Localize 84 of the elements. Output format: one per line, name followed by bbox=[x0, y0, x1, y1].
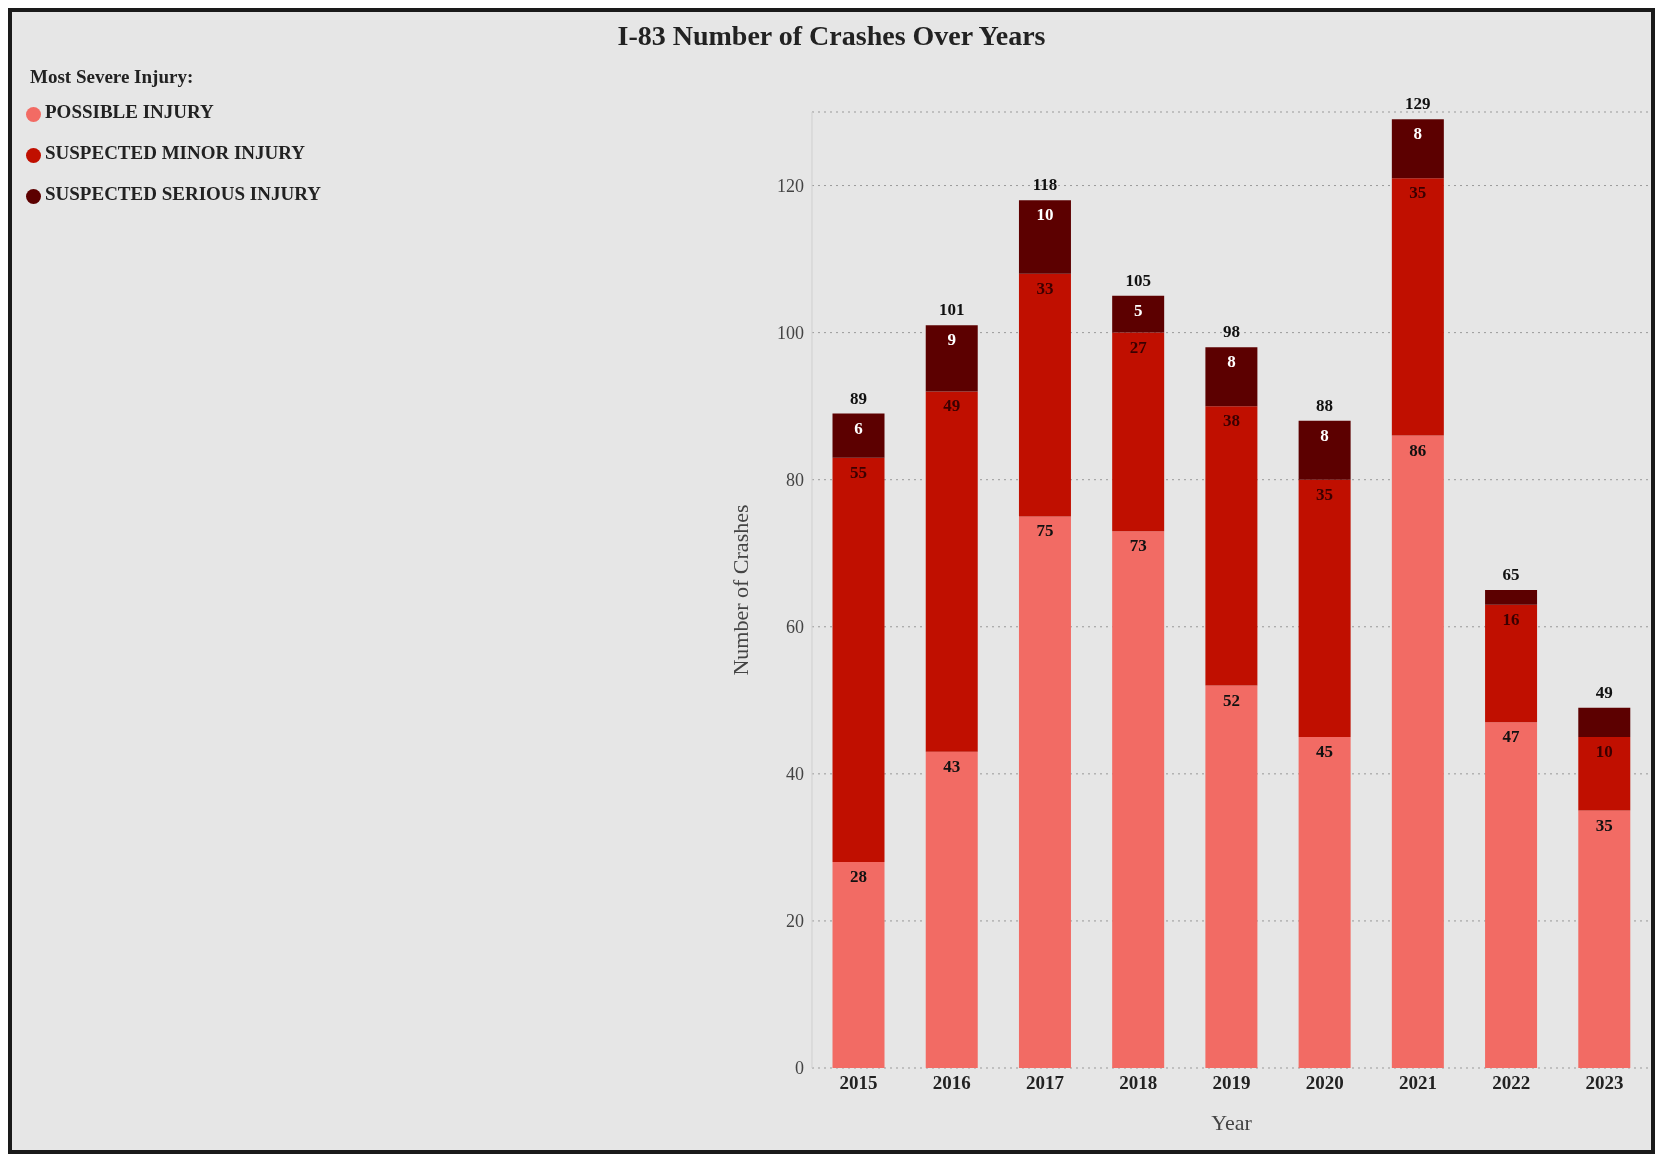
y-tick-label: 0 bbox=[795, 1058, 804, 1079]
bar bbox=[1298, 420, 1351, 480]
total-label: 89 bbox=[850, 388, 868, 408]
bar bbox=[1578, 707, 1631, 738]
legend-title: Most Severe Injury: bbox=[30, 66, 194, 88]
x-tick-label: 2023 bbox=[1585, 1072, 1624, 1094]
bar bbox=[925, 751, 978, 1068]
total-label: 49 bbox=[1595, 682, 1613, 702]
data-label: 8 bbox=[1227, 352, 1236, 372]
bar bbox=[832, 862, 885, 1068]
x-tick-label: 2018 bbox=[1119, 1072, 1158, 1094]
data-label: 43 bbox=[943, 756, 961, 776]
data-label: 5 bbox=[1133, 300, 1143, 320]
bar bbox=[1205, 685, 1258, 1068]
data-label: 47 bbox=[1502, 727, 1521, 747]
bar bbox=[1018, 516, 1071, 1068]
total-label: 105 bbox=[1125, 270, 1151, 290]
y-tick-label: 100 bbox=[777, 323, 804, 344]
data-label: 38 bbox=[1222, 411, 1240, 431]
data-label: 52 bbox=[1222, 690, 1240, 710]
data-label: 16 bbox=[1502, 609, 1520, 629]
total-label: 65 bbox=[1502, 565, 1520, 584]
x-tick-label: 2015 bbox=[839, 1072, 878, 1094]
bar bbox=[1578, 810, 1631, 1068]
bar bbox=[1485, 722, 1538, 1068]
y-tick-label: 80 bbox=[786, 470, 804, 491]
bar bbox=[1205, 347, 1258, 407]
bar bbox=[1391, 119, 1444, 179]
bar bbox=[1112, 531, 1165, 1068]
bar bbox=[1391, 178, 1444, 436]
bar bbox=[1298, 737, 1351, 1068]
bar bbox=[1018, 273, 1071, 517]
data-label: 9 bbox=[947, 330, 956, 350]
data-label: 8 bbox=[1320, 425, 1329, 445]
bar bbox=[1112, 332, 1165, 532]
x-tick-label: 2021 bbox=[1398, 1072, 1437, 1094]
bar bbox=[1485, 604, 1538, 723]
data-label: 35 bbox=[1595, 815, 1613, 835]
x-axis-title: Year bbox=[1211, 1110, 1253, 1135]
bar bbox=[1485, 590, 1538, 605]
data-label: 10 bbox=[1595, 742, 1613, 762]
x-tick-label: 2017 bbox=[1026, 1072, 1065, 1094]
total-label: 88 bbox=[1316, 395, 1334, 415]
y-axis-title: Number of Crashes bbox=[727, 504, 753, 676]
total-label: 98 bbox=[1222, 322, 1240, 342]
legend-label: SUSPECTED SERIOUS INJURY bbox=[45, 183, 321, 204]
bar bbox=[1298, 479, 1351, 738]
y-tick-label: 40 bbox=[786, 764, 804, 785]
data-label: 35 bbox=[1316, 484, 1334, 504]
data-label: 86 bbox=[1409, 440, 1427, 460]
bar bbox=[1578, 737, 1631, 811]
total-label: 101 bbox=[938, 300, 965, 320]
data-label: 45 bbox=[1316, 742, 1334, 762]
bar bbox=[832, 457, 885, 863]
legend-label: POSSIBLE INJURY bbox=[45, 101, 214, 122]
chart-title: I-83 Number of Crashes Over Years bbox=[616, 20, 1047, 52]
bar bbox=[1112, 295, 1165, 333]
data-label: 73 bbox=[1129, 536, 1147, 556]
y-tick-label: 120 bbox=[777, 175, 804, 196]
data-label: 35 bbox=[1409, 183, 1427, 203]
data-label: 28 bbox=[850, 867, 868, 887]
total-label: 118 bbox=[1032, 175, 1058, 195]
data-label: 55 bbox=[850, 462, 868, 482]
x-tick-label: 2020 bbox=[1305, 1072, 1344, 1094]
data-label: 49 bbox=[943, 396, 961, 416]
data-label: 8 bbox=[1413, 124, 1423, 144]
data-label: 33 bbox=[1036, 278, 1054, 298]
bar bbox=[832, 413, 885, 458]
y-tick-label: 20 bbox=[786, 911, 804, 932]
data-label: 27 bbox=[1129, 337, 1148, 357]
bar bbox=[925, 391, 978, 752]
bar bbox=[1018, 200, 1071, 274]
x-tick-label: 2019 bbox=[1212, 1072, 1251, 1094]
bar bbox=[925, 325, 978, 392]
y-tick-label: 60 bbox=[786, 617, 804, 638]
x-tick-label: 2016 bbox=[932, 1072, 971, 1094]
data-label: 75 bbox=[1036, 521, 1054, 541]
x-tick-label: 2022 bbox=[1492, 1072, 1531, 1094]
data-label: 6 bbox=[854, 418, 863, 438]
bar bbox=[1205, 406, 1258, 686]
total-label: 129 bbox=[1405, 94, 1431, 114]
data-label: 10 bbox=[1036, 205, 1054, 225]
bar bbox=[1391, 435, 1444, 1068]
legend-label: SUSPECTED MINOR INJURY bbox=[45, 142, 306, 163]
